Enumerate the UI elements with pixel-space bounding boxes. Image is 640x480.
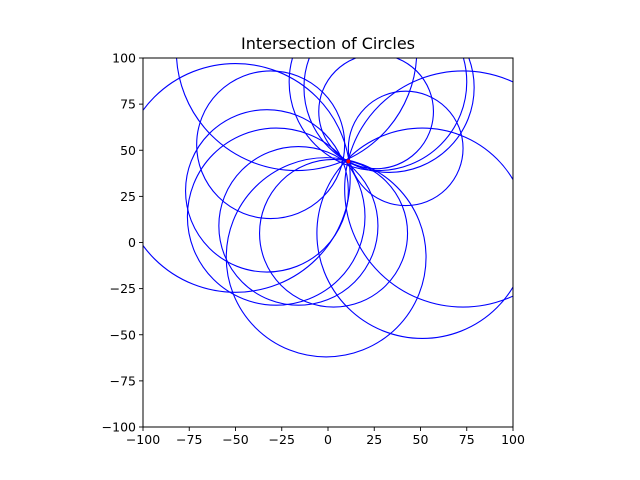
circle-12 bbox=[258, 158, 409, 308]
y-tick-label: 100 bbox=[112, 51, 136, 66]
circle-3 bbox=[303, 58, 475, 173]
x-tick-label: −50 bbox=[222, 432, 248, 447]
x-tick-label: −25 bbox=[269, 432, 295, 447]
y-tick-label: 0 bbox=[128, 235, 136, 250]
points-layer bbox=[346, 159, 351, 164]
circle-5 bbox=[318, 58, 434, 170]
y-tick-label: 25 bbox=[120, 189, 136, 204]
y-tick-label: 75 bbox=[120, 97, 136, 112]
circle-10 bbox=[186, 127, 366, 306]
y-tick-label: −100 bbox=[102, 420, 136, 435]
x-tick-label: 0 bbox=[324, 432, 332, 447]
circle-9 bbox=[185, 109, 349, 273]
circle-2 bbox=[347, 90, 464, 207]
intersection-point bbox=[346, 159, 351, 164]
circle-4 bbox=[288, 58, 468, 172]
circle-7 bbox=[196, 70, 346, 220]
plot-frame bbox=[142, 57, 514, 428]
x-tick-label: −75 bbox=[176, 432, 202, 447]
x-tick-label: 75 bbox=[459, 432, 475, 447]
x-tick-label: 100 bbox=[501, 432, 525, 447]
y-tick-label: −75 bbox=[110, 373, 136, 388]
chart-title: Intersection of Circles bbox=[241, 34, 415, 53]
circle-8 bbox=[143, 63, 351, 293]
x-tick-label: 25 bbox=[366, 432, 382, 447]
y-tick-label: 50 bbox=[120, 143, 136, 158]
circle-13 bbox=[225, 157, 427, 358]
x-tick-label: 50 bbox=[413, 432, 429, 447]
circle-14 bbox=[316, 127, 513, 339]
y-tick-label: −25 bbox=[110, 281, 136, 296]
circle-6 bbox=[176, 58, 418, 172]
y-tick-label: −50 bbox=[110, 327, 136, 342]
circle-1 bbox=[344, 70, 513, 308]
axis-ticks: −100 −75 −50 −25 0 25 50 75 100 −100 −75 −50 −25 0 25 5… bbox=[102, 51, 525, 448]
circle-11 bbox=[218, 146, 379, 306]
circles-layer bbox=[143, 58, 513, 358]
x-tick-label: −100 bbox=[126, 432, 160, 447]
